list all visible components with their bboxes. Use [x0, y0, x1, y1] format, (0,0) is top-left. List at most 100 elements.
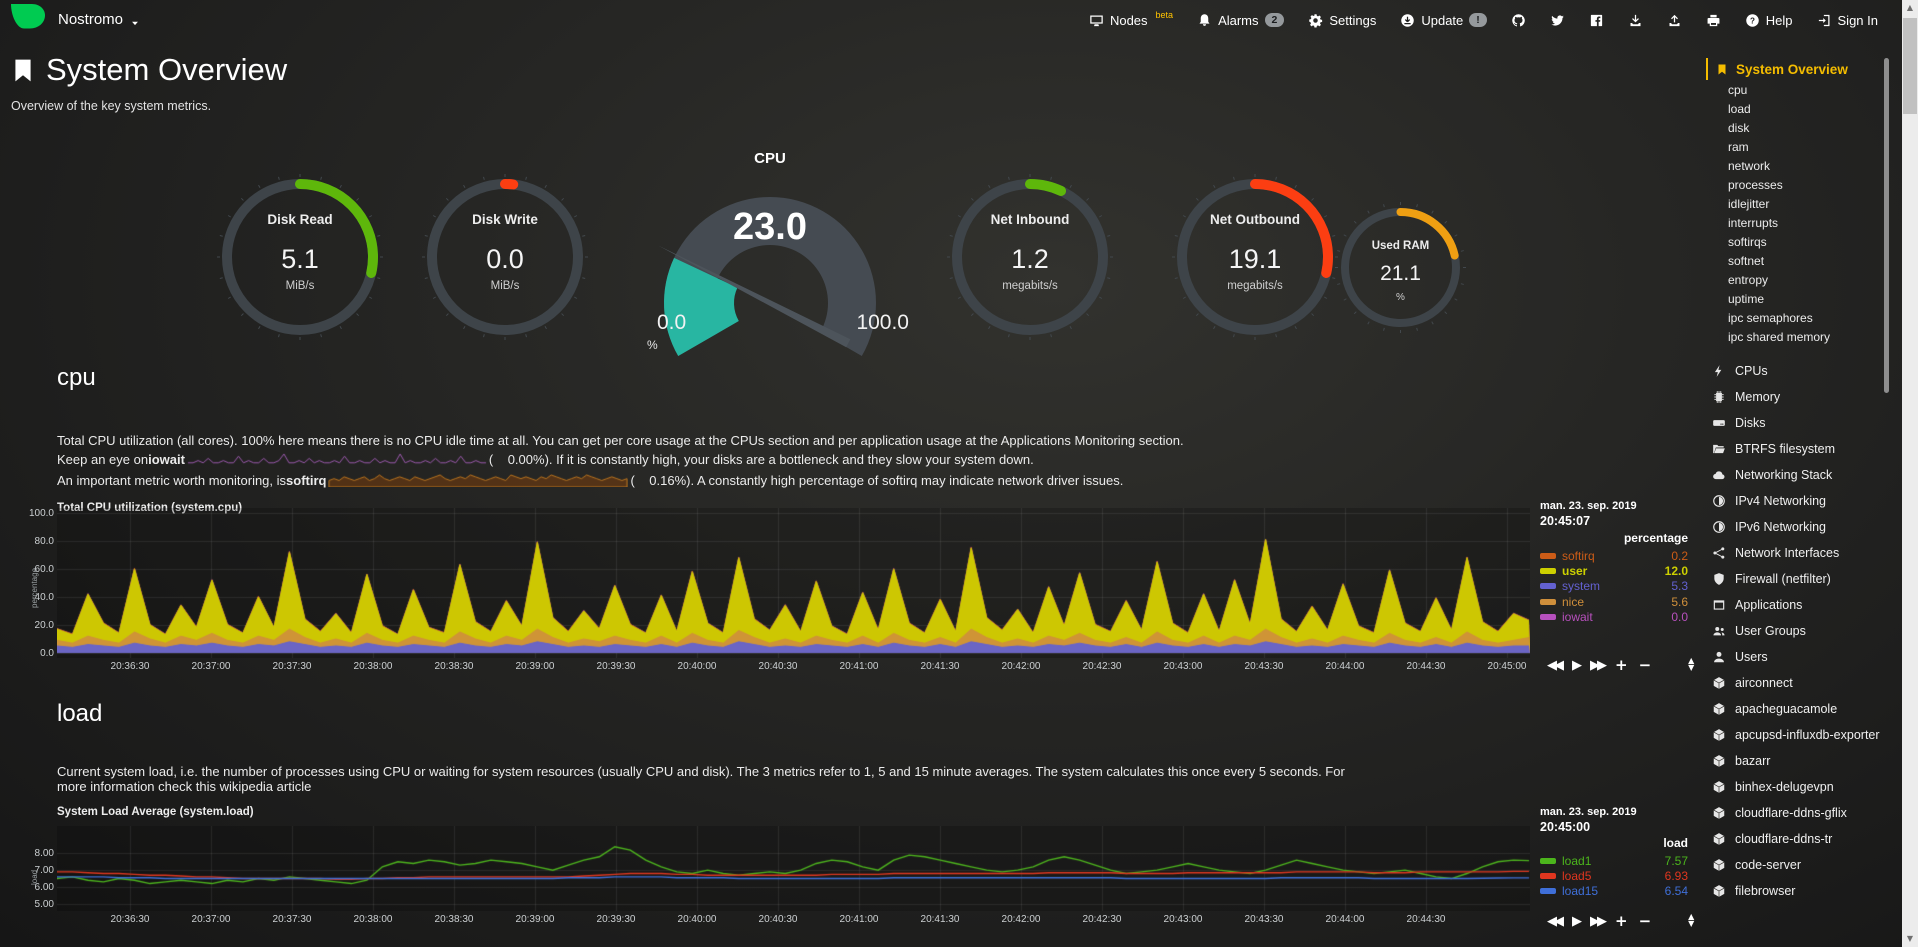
sidebar-subitem-network[interactable]: network [1728, 159, 1771, 173]
sidebar-subitem-ram[interactable]: ram [1728, 140, 1749, 154]
sidebar-item-disks[interactable]: Disks [1706, 410, 1884, 436]
sidebar-subitem-ipc-shared-memory[interactable]: ipc shared memory [1728, 330, 1831, 344]
sidebar-subitem-disk[interactable]: disk [1728, 121, 1750, 135]
page-scrollbar[interactable]: ▲ ▼ [1902, 0, 1918, 947]
sidebar-item-memory[interactable]: Memory [1706, 384, 1884, 410]
softirq-sparkline[interactable] [328, 474, 629, 487]
sidebar-subitem-softnet[interactable]: softnet [1728, 254, 1765, 268]
nav-settings[interactable]: Settings [1308, 13, 1376, 28]
sidebar-item-system-overview[interactable]: System Overview [1706, 58, 1884, 80]
sidebar-item-ipv4-networking[interactable]: IPv4 Networking [1706, 488, 1884, 514]
legend-item-iowait[interactable]: iowait 0.0 [1540, 609, 1688, 624]
scroll-down-arrow[interactable]: ▼ [1906, 934, 1914, 943]
bookmark-icon [1716, 62, 1728, 77]
sidebar-item-ipv6-networking[interactable]: IPv6 Networking [1706, 514, 1884, 540]
fast-forward-button[interactable]: ▶▶ [1590, 657, 1607, 673]
load-chart[interactable] [57, 826, 1530, 911]
cpu-description-1: Total CPU utilization (all cores). 100% … [57, 433, 1184, 448]
sidebar-subitem-entropy[interactable]: entropy [1728, 273, 1769, 287]
sidebar-item-cloudflare-ddns-gflix[interactable]: cloudflare-ddns-gflix [1706, 800, 1884, 826]
gauge-used-ram[interactable]: Used RAM 21.1% [1333, 200, 1468, 335]
sidebar-item-network-interfaces[interactable]: Network Interfaces [1706, 540, 1884, 566]
play-button[interactable]: ▶ [1572, 913, 1582, 929]
zoom-in-button[interactable]: + [1615, 912, 1628, 930]
legend-item-user[interactable]: user 12.0 [1540, 563, 1688, 578]
rewind-button[interactable]: ◀◀ [1547, 913, 1564, 929]
x-axis-tick: 20:38:00 [353, 914, 393, 925]
monitor-icon [1089, 13, 1104, 28]
sidebar-subitem-load[interactable]: load [1728, 102, 1751, 116]
sidebar-subitem-interrupts[interactable]: interrupts [1728, 216, 1779, 230]
sidebar-item-apcupsd-influxdb-exporter[interactable]: apcupsd-influxdb-exporter [1706, 722, 1884, 748]
nav-github[interactable] [1511, 13, 1526, 28]
play-button[interactable]: ▶ [1572, 657, 1582, 673]
sidebar-subitem-uptime[interactable]: uptime [1728, 292, 1765, 306]
sidebar-subitem-idlejitter[interactable]: idlejitter [1728, 197, 1770, 211]
nav-signin[interactable]: Sign In [1817, 13, 1878, 28]
nav-download[interactable] [1628, 13, 1643, 28]
iowait-value: 0.00% [507, 452, 545, 467]
cpu-chart-date: man. 23. sep. 2019 [1540, 500, 1637, 512]
sidebar-item-filebrowser[interactable]: filebrowser [1706, 878, 1884, 904]
sidebar-item-applications[interactable]: Applications [1706, 592, 1884, 618]
beta-tag: beta [1155, 10, 1174, 20]
sidebar-item-airconnect[interactable]: airconnect [1706, 670, 1884, 696]
sidebar-scrollbar[interactable] [1884, 58, 1889, 393]
legend-item-load15[interactable]: load15 6.54 [1540, 884, 1688, 899]
legend-item-load5[interactable]: load5 6.93 [1540, 868, 1688, 883]
zoom-out-button[interactable]: − [1638, 912, 1652, 930]
rewind-button[interactable]: ◀◀ [1547, 657, 1564, 673]
sidebar-subitem-ipc-semaphores[interactable]: ipc semaphores [1728, 311, 1813, 325]
sidebar-item-bazarr[interactable]: bazarr [1706, 748, 1884, 774]
legend-item-nice[interactable]: nice 5.6 [1540, 594, 1688, 609]
sidebar-subitem-cpu[interactable]: cpu [1728, 83, 1748, 97]
nav-alarms[interactable]: Alarms 2 [1197, 13, 1285, 28]
sidebar-item-networking-stack[interactable]: Networking Stack [1706, 462, 1884, 488]
legend-item-softirq[interactable]: softirq 0.2 [1540, 548, 1688, 563]
zoom-in-button[interactable]: + [1615, 656, 1628, 674]
x-axis-tick: 20:40:00 [677, 914, 717, 925]
x-axis-tick: 20:44:30 [1406, 661, 1446, 672]
sidebar-item-user-groups[interactable]: User Groups [1706, 618, 1884, 644]
hostname-dropdown[interactable]: Nostromo [58, 11, 140, 28]
gauge-net-inbound[interactable]: Net Inbound 1.2 megabits/s [945, 172, 1115, 342]
gauge-net-outbound[interactable]: Net Outbound 19.1 megabits/s [1170, 172, 1340, 342]
gauge-disk-read[interactable]: Disk Read 5.1 MiB/s [215, 172, 385, 342]
sidebar-item-binhex-delugevpn[interactable]: binhex-delugevpn [1706, 774, 1884, 800]
fast-forward-button[interactable]: ▶▶ [1590, 913, 1607, 929]
legend-value: 6.54 [1664, 884, 1688, 899]
legend-item-load1[interactable]: load1 7.57 [1540, 853, 1688, 868]
zoom-out-button[interactable]: − [1638, 656, 1652, 674]
legend-label: load1 [1562, 853, 1592, 868]
sidebar-item-btrfs-filesystem[interactable]: BTRFS filesystem [1706, 436, 1884, 462]
sidebar-item-apacheguacamole[interactable]: apacheguacamole [1706, 696, 1884, 722]
nav-twitter[interactable] [1550, 13, 1565, 28]
scrollbar-thumb[interactable] [1903, 18, 1917, 114]
cpu-chart[interactable] [57, 508, 1530, 658]
nav-nodes[interactable]: Nodes beta [1089, 10, 1174, 28]
sidebar-subitem-softirqs[interactable]: softirqs [1728, 235, 1767, 249]
folder-open-icon [1712, 442, 1726, 456]
iowait-sparkline[interactable] [186, 453, 487, 466]
nav-facebook[interactable] [1589, 13, 1604, 28]
sidebar-item-firewall-netfilter-[interactable]: Firewall (netfilter) [1706, 566, 1884, 592]
sidebar-item-users[interactable]: Users [1706, 644, 1884, 670]
sidebar-item-cloudflare-ddns-tr[interactable]: cloudflare-ddns-tr [1706, 826, 1884, 852]
nav-print[interactable] [1706, 13, 1721, 28]
nav-update[interactable]: Update! [1400, 13, 1487, 28]
legend-item-system[interactable]: system 5.3 [1540, 579, 1688, 594]
nav-upload[interactable] [1667, 13, 1682, 28]
gauge-disk-write[interactable]: Disk Write 0.0 MiB/s [420, 172, 590, 342]
netdata-logo-icon[interactable] [8, 3, 48, 37]
gauge-cpu[interactable]: CPU 23.0 0.0 100.0% [615, 148, 925, 360]
resize-handle[interactable]: ▲ ▼ [1688, 912, 1695, 928]
scroll-up-arrow[interactable]: ▲ [1906, 3, 1914, 12]
resize-handle[interactable]: ▲ ▼ [1688, 656, 1695, 672]
sidebar-subitem-processes[interactable]: processes [1728, 178, 1783, 192]
sidebar-item-cpus[interactable]: CPUs [1706, 358, 1884, 384]
softirq-term: softirq [286, 473, 327, 488]
nav-help[interactable]: ? Help [1745, 13, 1793, 28]
sidebar-item-code-server[interactable]: code-server [1706, 852, 1884, 878]
y-axis-tick: 40.0 [34, 592, 54, 603]
x-axis-tick: 20:39:00 [515, 661, 555, 672]
